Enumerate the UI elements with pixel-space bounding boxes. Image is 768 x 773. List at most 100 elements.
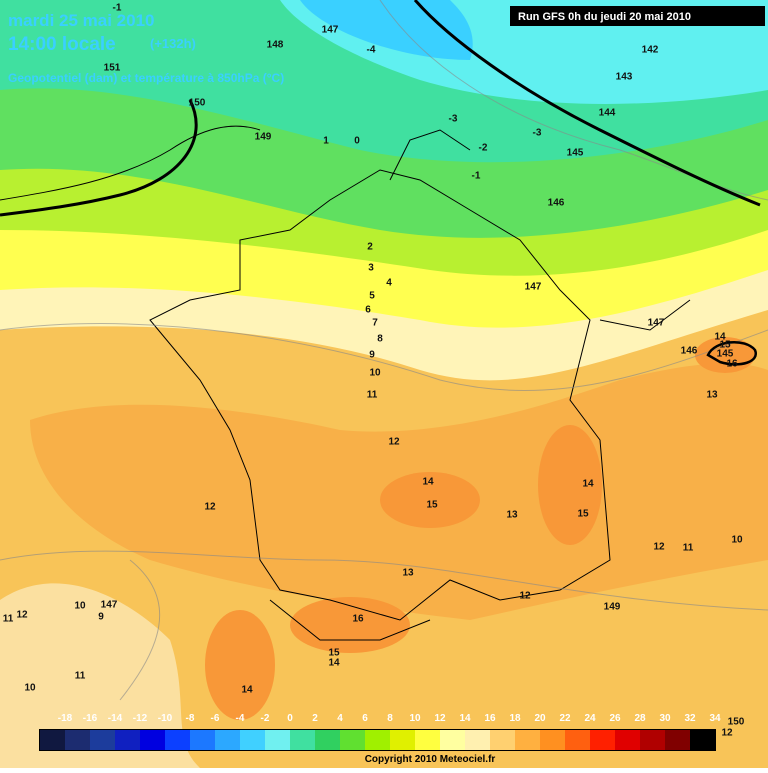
- legend-label: 2: [312, 713, 318, 724]
- legend-swatch: [665, 730, 690, 750]
- legend-swatch: [265, 730, 290, 750]
- copyright: Copyright 2010 Meteociel.fr: [365, 754, 496, 765]
- legend-label: 12: [434, 713, 446, 724]
- temperature-label: 12: [388, 437, 400, 448]
- legend-swatch: [65, 730, 90, 750]
- geopotential-label: 149: [255, 132, 272, 143]
- legend-swatch: [215, 730, 240, 750]
- legend-label: 28: [634, 713, 646, 724]
- temperature-label: 10: [369, 368, 381, 379]
- legend-label: -8: [186, 713, 195, 724]
- legend-label: -16: [83, 713, 98, 724]
- temperature-label: 9: [369, 350, 375, 361]
- temperature-label: 13: [506, 510, 518, 521]
- legend-swatch: [415, 730, 440, 750]
- temperature-label: 12: [721, 728, 733, 739]
- legend-swatch: [140, 730, 165, 750]
- geopotential-label: 150: [189, 98, 206, 109]
- legend-label: -6: [211, 713, 220, 724]
- temperature-label: 11: [75, 671, 86, 682]
- legend-label: 4: [337, 713, 343, 724]
- geopotential-label: 147: [525, 282, 542, 293]
- geopotential-label: 145: [717, 349, 734, 360]
- legend-label: 6: [362, 713, 368, 724]
- temperature-label: 15: [426, 500, 438, 511]
- temperature-label: 11: [683, 543, 694, 554]
- temperature-label: 10: [24, 683, 36, 694]
- legend-label: -18: [58, 713, 73, 724]
- temperature-label: 13: [402, 568, 414, 579]
- temperature-label: 14: [328, 658, 340, 669]
- temperature-label: 16: [726, 359, 738, 370]
- temperature-label: 5: [369, 291, 375, 302]
- temperature-label: 14: [422, 477, 434, 488]
- legend-label: -4: [236, 713, 245, 724]
- temperature-label: 14: [714, 332, 726, 343]
- time: 14:00 locale: [8, 34, 116, 55]
- legend-swatch: [465, 730, 490, 750]
- legend-label: 30: [659, 713, 671, 724]
- temperature-label: 9: [98, 612, 104, 623]
- legend-swatch: [315, 730, 340, 750]
- geopotential-label: 146: [681, 346, 698, 357]
- geopotential-label: 147: [648, 318, 665, 329]
- legend-swatch: [115, 730, 140, 750]
- legend-label: 34: [709, 713, 721, 724]
- legend-swatch: [390, 730, 415, 750]
- date: mardi 25 mai 2010: [8, 11, 154, 30]
- legend-swatch: [565, 730, 590, 750]
- temperature-label: 15: [328, 648, 340, 659]
- temperature-label: 11: [367, 390, 378, 401]
- geopotential-label: 144: [599, 108, 616, 119]
- temperature-label: 10: [731, 535, 743, 546]
- run-box: [510, 6, 765, 26]
- legend-label: 22: [559, 713, 571, 724]
- temperature-label: 12: [653, 542, 665, 553]
- temperature-label: 12: [204, 502, 216, 513]
- contour-145: [706, 341, 757, 366]
- legend-swatch: [640, 730, 665, 750]
- geopotential-label: 147: [322, 25, 339, 36]
- temperature-label: 15: [719, 340, 731, 351]
- temperature-label: 4: [386, 278, 392, 289]
- legend-swatch: [240, 730, 265, 750]
- geopotential-label: 148: [267, 40, 284, 51]
- legend-label: -2: [261, 713, 270, 724]
- temperature-label: -1: [113, 3, 122, 14]
- temperature-label: 13: [706, 390, 718, 401]
- temperature-label: -3: [449, 114, 458, 125]
- legend-swatch: [440, 730, 465, 750]
- temperature-label: 16: [352, 614, 364, 625]
- temperature-label: 3: [368, 263, 374, 274]
- temperature-label: 1: [323, 136, 329, 147]
- geopotential-label: 150: [728, 717, 745, 728]
- legend-label: -12: [133, 713, 148, 724]
- legend-label: 18: [509, 713, 521, 724]
- legend-label: 16: [484, 713, 496, 724]
- temperature-label: -2: [479, 143, 488, 154]
- geopotential-label: 146: [548, 198, 565, 209]
- legend-swatch: [490, 730, 515, 750]
- description: Geopotentiel (dam) et température à 850h…: [8, 71, 284, 85]
- temperature-label: 7: [372, 318, 378, 329]
- temperature-label: 14: [582, 479, 594, 490]
- temperature-label: 11: [3, 614, 14, 625]
- legend-swatch: [40, 730, 65, 750]
- legend-swatch: [190, 730, 215, 750]
- legend-swatch: [90, 730, 115, 750]
- temperature-label: -3: [533, 128, 542, 139]
- legend-swatch: [365, 730, 390, 750]
- legend-label: 26: [609, 713, 621, 724]
- legend-label: 32: [684, 713, 696, 724]
- contour-150: [413, 0, 761, 207]
- temperature-label: 15: [577, 509, 589, 520]
- legend-label: 24: [584, 713, 596, 724]
- geopotential-label: 147: [101, 600, 118, 611]
- legend-swatch: [590, 730, 615, 750]
- legend-swatch: [540, 730, 565, 750]
- contour-150: [0, 99, 198, 217]
- geopotential-label: 143: [616, 72, 633, 83]
